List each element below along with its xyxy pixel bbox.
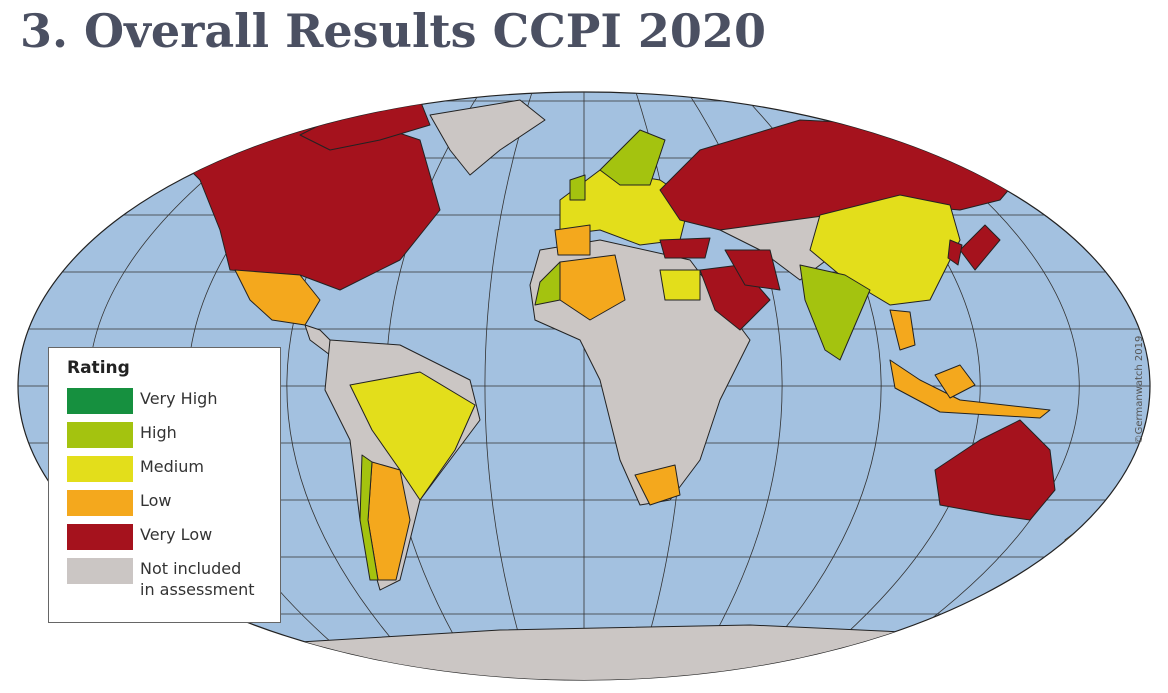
legend-label: Very Low [140, 525, 213, 544]
scandinavia [599, 129, 666, 186]
central-asia [719, 214, 841, 281]
legend-swatch [67, 524, 133, 550]
legend-item: Very Low [67, 524, 262, 558]
chile [359, 454, 379, 581]
iran [724, 249, 781, 291]
credit: ©Germanwatch 2019 [1134, 336, 1145, 445]
korea [947, 239, 963, 266]
legend-item: Medium [67, 456, 262, 490]
legend-item: Very High [67, 388, 262, 422]
legend-swatch [67, 422, 133, 448]
legend-label: Medium [140, 457, 204, 476]
malaysia [934, 364, 976, 399]
legend-swatch [67, 490, 133, 516]
greenland [429, 99, 546, 176]
morocco [534, 261, 561, 306]
legend-title: Rating [67, 358, 130, 378]
legend-item: Not included in assessment [67, 558, 262, 599]
thailand [889, 309, 916, 351]
legend-label: Low [140, 491, 172, 510]
australia [934, 419, 1056, 521]
united-kingdom [569, 174, 586, 201]
south-africa [634, 464, 681, 506]
legend-label: Not included in assessment [140, 559, 255, 599]
spain [554, 224, 591, 256]
japan [959, 224, 1001, 271]
indonesia [889, 359, 1051, 419]
legend: Rating Very High High Medium Low Very Low Not… [48, 347, 281, 623]
legend-item: Low [67, 490, 262, 524]
turkey [659, 237, 711, 259]
egypt [659, 269, 701, 301]
legend-swatch [67, 388, 133, 414]
legend-items: Very High High Medium Low Very Low Not includ… [67, 388, 262, 599]
legend-swatch [67, 456, 133, 482]
page-title: 3. Overall Results CCPI 2020 [20, 4, 766, 58]
legend-swatch [67, 558, 133, 584]
brazil [349, 371, 476, 501]
india [799, 264, 871, 361]
legend-item: High [67, 422, 262, 456]
legend-label: High [140, 423, 177, 442]
legend-label: Very High [140, 389, 218, 408]
